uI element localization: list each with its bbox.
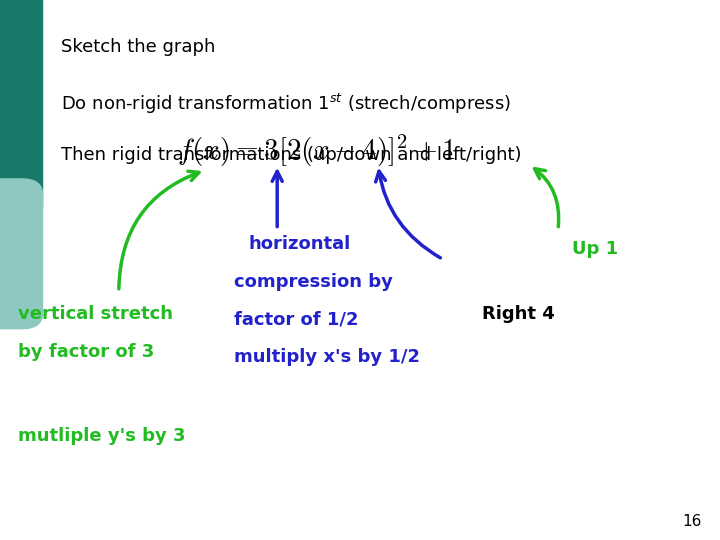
Text: Do non-rigid transformation 1$^{st}$ (strech/compress): Do non-rigid transformation 1$^{st}$ (st… [61, 92, 511, 116]
Text: Right 4: Right 4 [482, 305, 555, 323]
Text: 16: 16 [683, 514, 702, 529]
Text: Up 1: Up 1 [572, 240, 618, 258]
Text: Sketch the graph: Sketch the graph [61, 38, 215, 56]
FancyBboxPatch shape [0, 178, 43, 329]
Text: factor of 1/2: factor of 1/2 [234, 310, 359, 328]
Text: $f(x) = 3[2(x-4)]^2 + 1$: $f(x) = 3[2(x-4)]^2 + 1$ [177, 133, 456, 169]
Text: compression by: compression by [234, 273, 393, 291]
Text: multiply x's by 1/2: multiply x's by 1/2 [234, 348, 420, 366]
Text: by factor of 3: by factor of 3 [18, 343, 154, 361]
FancyBboxPatch shape [0, 0, 43, 221]
Text: Then rigid transformations (up/down and left/right): Then rigid transformations (up/down and … [61, 146, 522, 164]
Text: vertical stretch: vertical stretch [18, 305, 173, 323]
Text: horizontal: horizontal [248, 235, 351, 253]
Text: mutliple y's by 3: mutliple y's by 3 [18, 427, 186, 444]
